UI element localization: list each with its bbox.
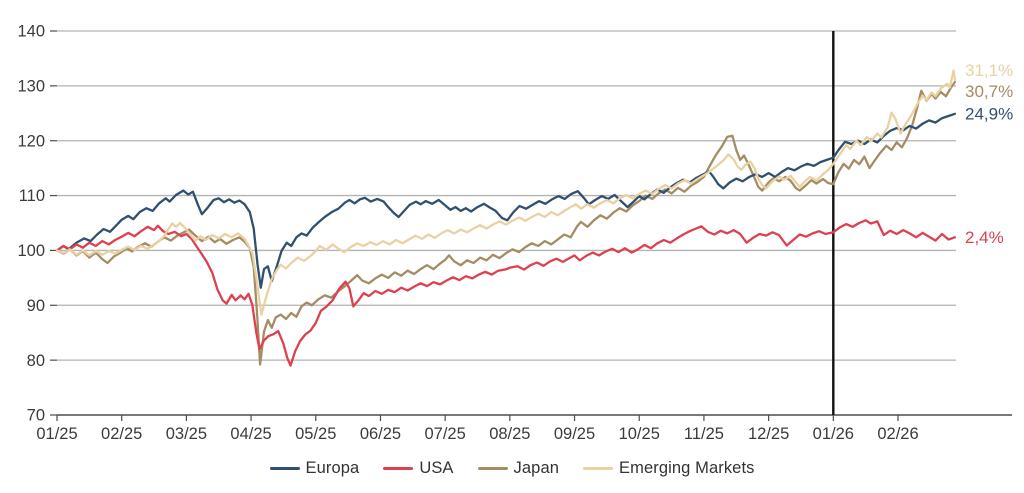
chart-legend: Europa USA Japan Emerging Markets <box>0 459 1024 478</box>
x-tick-label: 09/25 <box>554 425 595 443</box>
legend-swatch-usa <box>383 467 414 470</box>
x-tick-label: 02/25 <box>101 425 142 443</box>
x-tick-label: 05/25 <box>295 425 336 443</box>
y-tick-label: 120 <box>17 132 45 150</box>
series-line-japan <box>55 80 957 366</box>
series-line-europa <box>55 112 957 289</box>
legend-label-japan: Japan <box>513 459 560 477</box>
x-tick-label: 02/26 <box>877 425 918 443</box>
x-tick-label: 07/25 <box>425 425 466 443</box>
end-label-usa: 2,4% <box>965 228 1004 247</box>
x-tick-label: 01/26 <box>813 425 854 443</box>
legend-swatch-emerging-markets <box>583 467 614 470</box>
x-tick-label: 11/25 <box>684 425 724 443</box>
x-tick-label: 03/25 <box>166 425 207 443</box>
y-tick-label: 130 <box>17 77 45 95</box>
legend-item-japan: Japan <box>477 459 560 478</box>
y-tick-label: 100 <box>17 242 45 260</box>
series-line-usa <box>55 219 957 367</box>
x-tick-label: 04/25 <box>230 425 271 443</box>
legend-label-emerging-markets: Emerging Markets <box>619 459 755 477</box>
end-label-japan: 30,7% <box>965 82 1013 101</box>
y-tick-label: 70 <box>27 407 45 425</box>
legend-label-usa: USA <box>419 459 454 477</box>
x-tick-label: 06/25 <box>360 425 401 443</box>
y-tick-label: 110 <box>19 187 45 205</box>
x-tick-label: 12/25 <box>748 425 789 443</box>
x-tick-label: 01/25 <box>36 425 77 443</box>
end-label-europa: 24,9% <box>965 105 1013 124</box>
legend-label-europa: Europa <box>305 459 360 477</box>
x-tick-label: 08/25 <box>489 425 530 443</box>
series-line-emerging-markets <box>55 69 957 316</box>
legend-item-emerging-markets: Emerging Markets <box>583 459 754 478</box>
legend-item-usa: USA <box>383 459 453 478</box>
x-tick-label: 10/25 <box>619 425 660 443</box>
y-tick-label: 80 <box>27 352 45 370</box>
end-label-emerging-markets: 31,1% <box>965 61 1013 80</box>
legend-swatch-europa <box>269 467 300 470</box>
legend-swatch-japan <box>477 467 508 470</box>
y-tick-label: 140 <box>17 23 45 41</box>
y-tick-label: 90 <box>27 297 45 315</box>
legend-item-europa: Europa <box>269 459 360 478</box>
